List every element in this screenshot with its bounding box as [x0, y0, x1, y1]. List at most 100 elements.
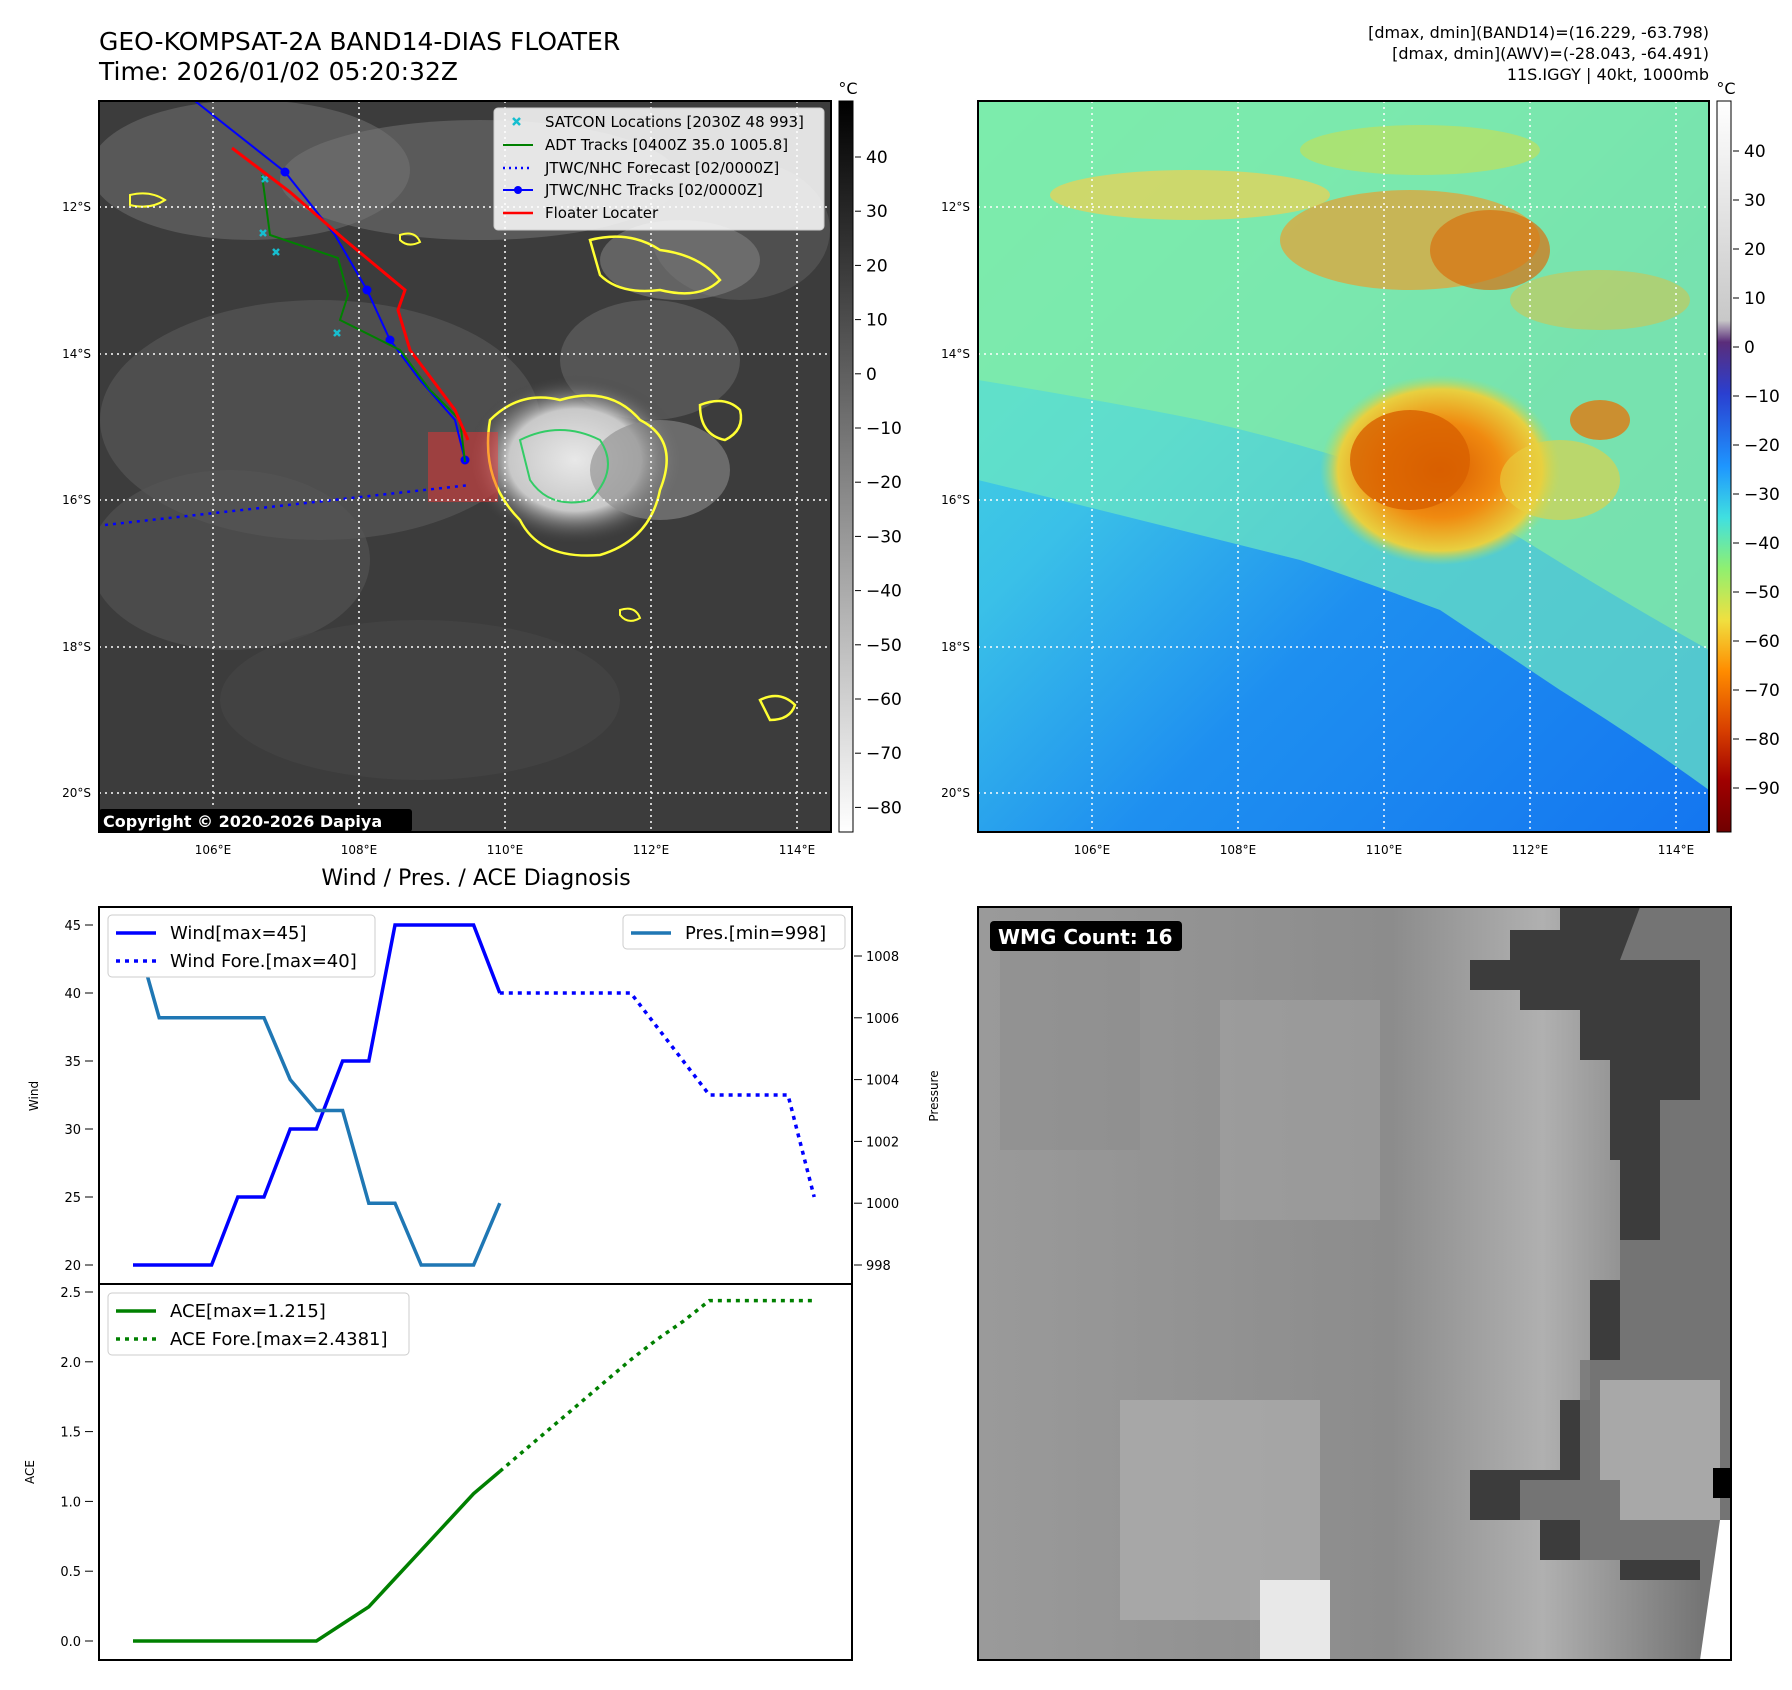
wmg-count-text: WMG Count: 16	[998, 925, 1173, 949]
gray-colorbar-tick-label: 0	[866, 365, 877, 385]
lat-label: 14°S	[941, 347, 970, 361]
wind-axis-tick-label: 35	[64, 1055, 81, 1070]
color-colorbar-tick-label: −60	[1744, 632, 1780, 652]
lon-label: 110°E	[487, 843, 524, 857]
legend-tracks: JTWC/NHC Tracks [02/0000Z]	[544, 181, 763, 199]
pressure-axis-tick-label: 1002	[866, 1135, 899, 1150]
lon-label: 106°E	[195, 843, 232, 857]
wind-axis-tick-label: 20	[64, 1259, 81, 1274]
gray-colorbar-unit: °C	[838, 79, 857, 98]
wind-axis-label: Wind	[27, 1081, 41, 1111]
legend-ace: ACE[max=1.215]	[170, 1301, 326, 1322]
color-colorbar-tick-label: −50	[1744, 583, 1780, 603]
title-line-1: GEO-KOMPSAT-2A BAND14-DIAS FLOATER	[99, 27, 620, 56]
ace-axis-tick-label: 1.0	[60, 1495, 81, 1510]
legend-ace-forecast: ACE Fore.[max=2.4381]	[170, 1329, 388, 1350]
color-colorbar-tick-label: −70	[1744, 681, 1780, 701]
lon-label: 114°E	[779, 843, 816, 857]
pressure-legend: Pres.[min=998]	[622, 914, 846, 950]
gray-colorbar-tick-label: −10	[866, 419, 902, 439]
chart-marks: 20 25 30 35 40 45 998 1000 1002 1004 1006 1008 0.0 0.…	[60, 919, 899, 1650]
legend-satcon: SATCON Locations [2030Z 48 993]	[545, 113, 804, 131]
lat-label: 16°S	[941, 493, 970, 507]
copyright-badge: Copyright © 2020-2026 Dapiya	[99, 809, 412, 832]
left-map-lat-labels: 12°S 14°S 16°S 18°S 20°S	[62, 200, 91, 800]
ace-axis-tick-label: 0.0	[60, 1635, 81, 1650]
ace-axis-tick-label: 2.5	[60, 1286, 81, 1301]
lat-label: 20°S	[62, 786, 91, 800]
right-map-lat-labels: 12°S 14°S 16°S 18°S 20°S	[941, 200, 970, 800]
gray-colorbar-tick-label: −80	[866, 798, 902, 818]
gray-colorbar-tick-label: 30	[866, 202, 888, 222]
copyright-text: Copyright © 2020-2026 Dapiya	[103, 812, 382, 831]
lat-label: 16°S	[62, 493, 91, 507]
wind-axis-tick-label: 30	[64, 1123, 81, 1138]
lat-label: 18°S	[941, 640, 970, 654]
color-colorbar-tick-label: −80	[1744, 730, 1780, 750]
ace-axis-tick-label: 1.5	[60, 1426, 81, 1441]
color-colorbar-tick-label: −30	[1744, 485, 1780, 505]
info-line-1: [dmax, dmin](BAND14)=(16.229, -63.798)	[1368, 23, 1709, 42]
gray-colorbar-tick-label: −30	[866, 527, 902, 547]
wind-series-line	[133, 923, 502, 1267]
lon-label: 110°E	[1366, 843, 1403, 857]
right-map-lon-labels: 106°E 108°E 110°E 112°E 114°E	[1074, 843, 1695, 857]
gray-colorbar-tick-label: −50	[866, 636, 902, 656]
lon-label: 112°E	[1512, 843, 1549, 857]
color-colorbar-unit: °C	[1716, 79, 1735, 98]
pressure-axis-tick-label: 1000	[866, 1197, 899, 1212]
gray-colorbar-tick-label: 40	[866, 148, 888, 168]
ir-color-map	[978, 101, 1709, 832]
color-colorbar-tick-label: −10	[1744, 387, 1780, 407]
color-colorbar-tick-label: 20	[1744, 240, 1766, 260]
left-map-lon-labels: 106°E 108°E 110°E 112°E 114°E	[195, 843, 816, 857]
gray-colorbar-tick-label: −60	[866, 690, 902, 710]
info-line-2: [dmax, dmin](AWV)=(-28.043, -64.491)	[1392, 44, 1709, 63]
gray-colorbar-tick-label: 10	[866, 311, 888, 331]
legend-wind: Wind[max=45]	[170, 923, 307, 944]
color-colorbar-tick-label: 10	[1744, 289, 1766, 309]
wind-axis-tick-label: 25	[64, 1191, 81, 1206]
wind-forecast-line	[499, 991, 816, 1198]
lat-label: 14°S	[62, 347, 91, 361]
lat-label: 12°S	[62, 200, 91, 214]
wmg-count-badge: WMG Count: 16	[990, 921, 1182, 951]
track-legend: SATCON Locations [2030Z 48 993] ADT Trac…	[493, 107, 825, 231]
lon-label: 114°E	[1658, 843, 1695, 857]
pressure-axis-tick-label: 1008	[866, 950, 899, 965]
legend-forecast: JTWC/NHC Forecast [02/0000Z]	[544, 159, 779, 177]
color-colorbar-tick-label: 40	[1744, 142, 1766, 162]
title-line-2: Time: 2026/01/02 05:20:32Z	[98, 57, 458, 86]
legend-wind-forecast: Wind Fore.[max=40]	[170, 951, 357, 972]
pressure-axis-tick-label: 1004	[866, 1074, 899, 1089]
lon-label: 106°E	[1074, 843, 1111, 857]
wind-legend: Wind[max=45] Wind Fore.[max=40]	[107, 914, 376, 978]
gray-colorbar-tick-label: 20	[866, 256, 888, 276]
lat-label: 18°S	[62, 640, 91, 654]
wind-axis-tick-label: 40	[64, 987, 81, 1002]
legend-floater: Floater Locater	[545, 204, 659, 222]
gray-colorbar-tick-label: −70	[866, 744, 902, 764]
pressure-axis-tick-label: 1006	[866, 1012, 899, 1027]
lon-label: 108°E	[341, 843, 378, 857]
wmg-panel	[978, 907, 1731, 1660]
color-colorbar: °C 40 30 20 10 0 −10 −20 −30 −40 −50 −60 −70 −80 −90	[1716, 79, 1780, 833]
legend-adt: ADT Tracks [0400Z 35.0 1005.8]	[545, 136, 788, 154]
wind-axis-tick-label: 45	[64, 919, 81, 934]
pressure-series-line	[131, 924, 502, 1267]
ace-axis-label: ACE	[23, 1460, 37, 1484]
ace-axis-tick-label: 0.5	[60, 1565, 81, 1580]
info-line-3: 11S.IGGY | 40kt, 1000mb	[1507, 65, 1709, 84]
gray-colorbar-tick-label: −40	[866, 582, 902, 602]
color-colorbar-tick-label: 30	[1744, 191, 1766, 211]
gray-colorbar: °C 40 30 20 10 0 −10 −20 −30 −40 −50 −60 −70 −80	[838, 79, 902, 833]
ace-series-line	[133, 1470, 501, 1643]
lon-label: 112°E	[633, 843, 670, 857]
ace-legend: ACE[max=1.215] ACE Fore.[max=2.4381]	[107, 1292, 410, 1356]
color-colorbar-tick-label: 0	[1744, 338, 1755, 358]
pressure-axis-label: Pressure	[927, 1070, 941, 1121]
color-colorbar-tick-label: −90	[1744, 779, 1780, 799]
pressure-axis-tick-label: 998	[866, 1259, 891, 1274]
lon-label: 108°E	[1220, 843, 1257, 857]
